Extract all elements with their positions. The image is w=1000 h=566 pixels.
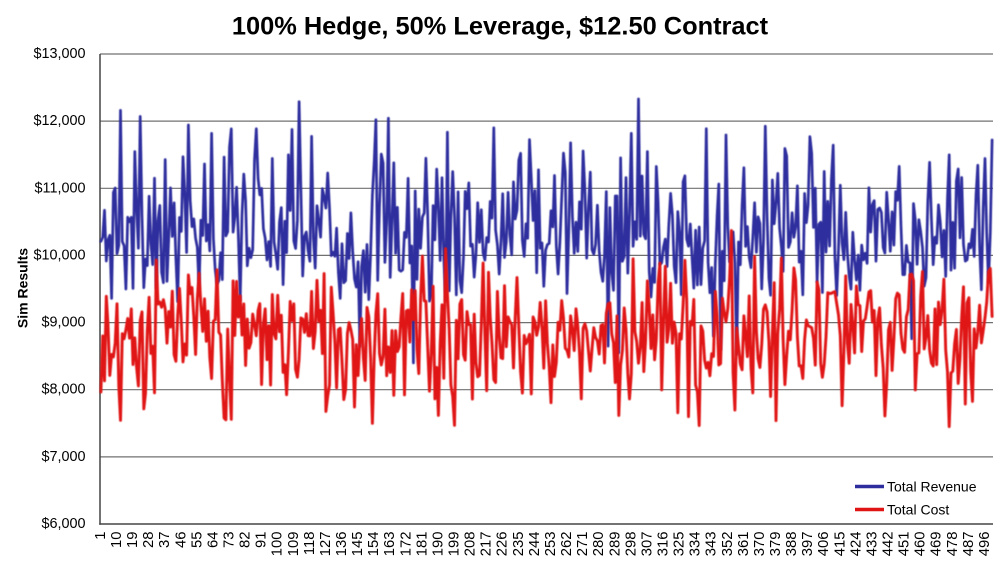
svg-text:379: 379 <box>768 532 784 557</box>
svg-text:181: 181 <box>414 532 430 557</box>
svg-text:145: 145 <box>350 532 366 557</box>
svg-text:235: 235 <box>511 532 527 557</box>
svg-text:28: 28 <box>141 532 157 548</box>
svg-text:$12,000: $12,000 <box>33 113 85 129</box>
svg-text:46: 46 <box>173 532 189 548</box>
svg-text:Total Revenue: Total Revenue <box>887 479 977 495</box>
svg-text:343: 343 <box>704 532 720 557</box>
svg-text:Sim Results: Sim Results <box>15 248 31 328</box>
svg-text:$7,000: $7,000 <box>41 449 85 465</box>
svg-text:109: 109 <box>286 532 302 557</box>
svg-text:334: 334 <box>688 532 704 557</box>
svg-text:271: 271 <box>575 532 591 557</box>
svg-text:253: 253 <box>543 532 559 557</box>
svg-text:118: 118 <box>302 532 318 556</box>
svg-text:37: 37 <box>157 532 173 548</box>
svg-text:10: 10 <box>109 532 125 548</box>
svg-text:100% Hedge, 50% Leverage, $12.: 100% Hedge, 50% Leverage, $12.50 Contrac… <box>232 13 769 41</box>
svg-text:100: 100 <box>270 532 286 557</box>
svg-text:136: 136 <box>334 532 350 557</box>
svg-text:163: 163 <box>382 532 398 557</box>
svg-text:370: 370 <box>752 532 768 557</box>
svg-text:55: 55 <box>189 532 205 548</box>
svg-text:$10,000: $10,000 <box>33 247 85 263</box>
svg-text:244: 244 <box>527 532 543 557</box>
svg-text:Total Cost: Total Cost <box>887 502 949 518</box>
svg-text:$11,000: $11,000 <box>35 180 86 196</box>
svg-text:415: 415 <box>832 532 848 557</box>
svg-text:199: 199 <box>447 532 463 557</box>
svg-text:172: 172 <box>398 532 414 557</box>
svg-text:298: 298 <box>623 532 639 557</box>
svg-text:397: 397 <box>800 532 816 557</box>
svg-text:442: 442 <box>881 532 897 557</box>
svg-text:307: 307 <box>639 532 655 557</box>
svg-text:388: 388 <box>784 532 800 557</box>
svg-text:127: 127 <box>318 532 334 557</box>
svg-text:352: 352 <box>720 532 736 557</box>
svg-text:190: 190 <box>430 532 446 557</box>
svg-text:451: 451 <box>897 532 913 557</box>
svg-text:487: 487 <box>961 532 977 557</box>
svg-text:208: 208 <box>463 532 479 557</box>
svg-text:19: 19 <box>125 532 141 548</box>
svg-text:217: 217 <box>479 532 495 557</box>
svg-text:$6,000: $6,000 <box>41 516 85 532</box>
svg-text:$9,000: $9,000 <box>41 315 85 331</box>
svg-text:$8,000: $8,000 <box>41 382 85 398</box>
svg-text:406: 406 <box>816 532 832 557</box>
svg-text:325: 325 <box>672 532 688 557</box>
svg-text:154: 154 <box>366 532 382 557</box>
svg-text:289: 289 <box>607 532 623 557</box>
svg-text:460: 460 <box>913 532 929 557</box>
svg-text:64: 64 <box>205 532 221 548</box>
svg-text:262: 262 <box>559 532 575 557</box>
svg-text:1: 1 <box>93 532 109 540</box>
svg-text:361: 361 <box>736 532 752 557</box>
svg-text:82: 82 <box>238 532 254 548</box>
svg-text:478: 478 <box>945 532 961 557</box>
svg-text:424: 424 <box>848 532 864 557</box>
svg-text:280: 280 <box>591 532 607 557</box>
svg-text:496: 496 <box>977 532 993 557</box>
svg-text:$13,000: $13,000 <box>33 46 85 62</box>
svg-text:433: 433 <box>864 532 880 557</box>
svg-text:73: 73 <box>222 532 238 548</box>
svg-text:469: 469 <box>929 532 945 557</box>
svg-text:226: 226 <box>495 532 511 557</box>
svg-text:316: 316 <box>656 532 672 557</box>
svg-text:91: 91 <box>254 532 270 548</box>
